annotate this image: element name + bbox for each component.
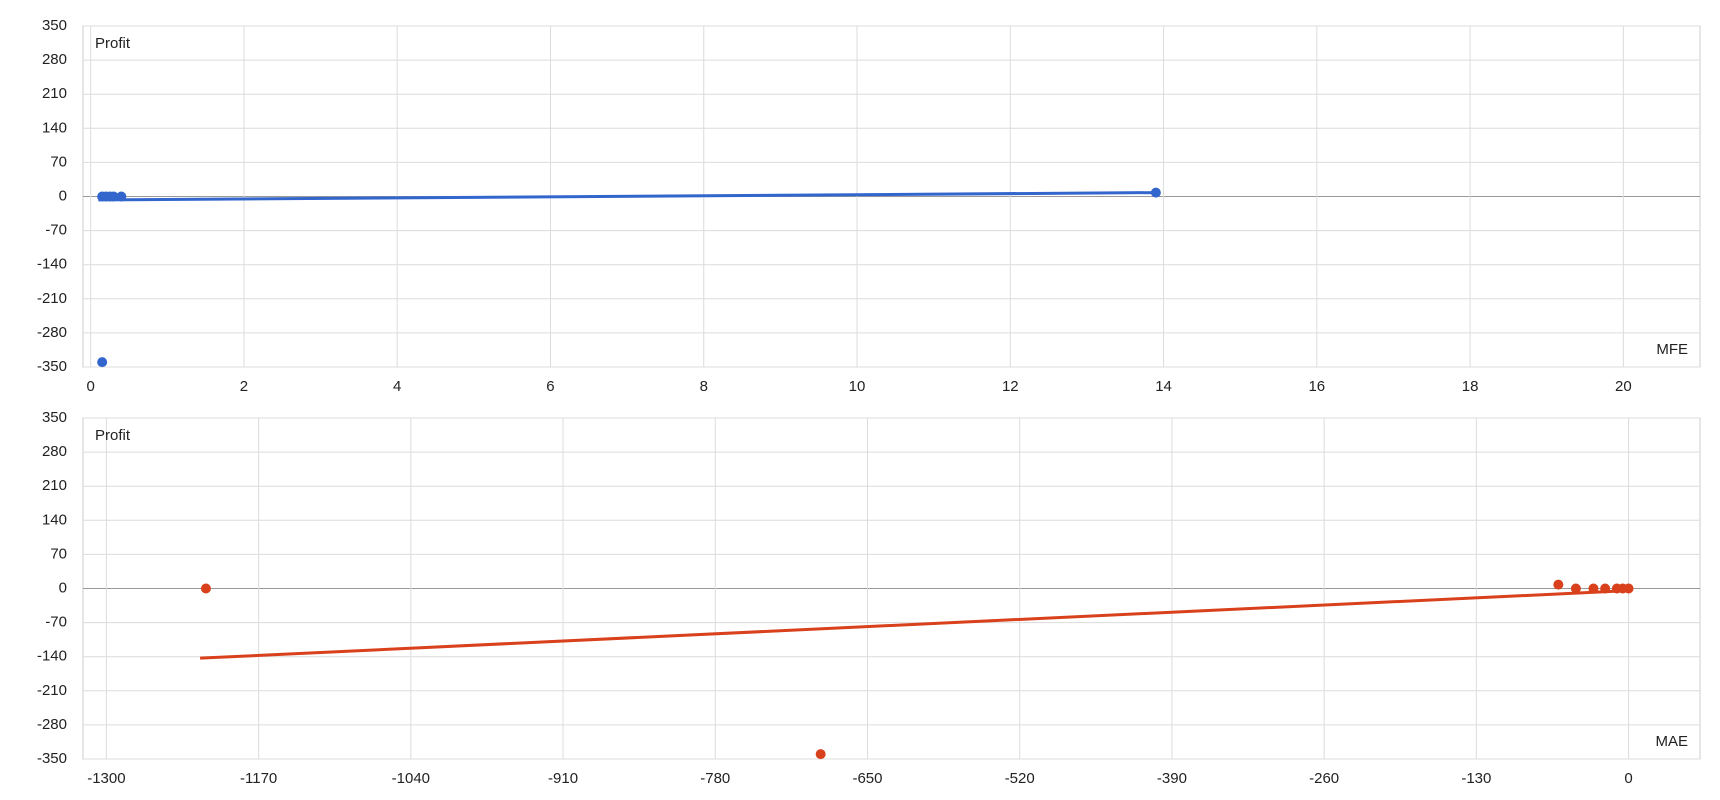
- x-tick-label: -650: [852, 770, 882, 787]
- x-tick-label: 2: [240, 378, 248, 395]
- point: [1623, 583, 1634, 594]
- point: [1553, 579, 1564, 590]
- x-tick-label: -520: [1005, 770, 1035, 787]
- point: [116, 191, 127, 202]
- y-tick-label: -350: [37, 750, 67, 767]
- point: [1600, 583, 1611, 594]
- x-tick-label: -910: [548, 770, 578, 787]
- x-tick-label: 10: [849, 378, 866, 395]
- x-tick-label: 16: [1308, 378, 1325, 395]
- point: [1588, 583, 1599, 594]
- x-tick-label: -130: [1461, 770, 1491, 787]
- y-tick-label: -140: [37, 648, 67, 665]
- x-tick-label: 0: [86, 378, 94, 395]
- point: [815, 749, 826, 760]
- y-tick-label: 140: [42, 119, 67, 136]
- point: [1150, 187, 1161, 198]
- x-tick-label: -260: [1309, 770, 1339, 787]
- x-tick-label: 20: [1615, 378, 1632, 395]
- y-tick-label: 140: [42, 511, 67, 528]
- y-tick-label: -70: [45, 614, 67, 631]
- y-tick-label: -140: [37, 256, 67, 273]
- x-tick-label: 14: [1155, 378, 1172, 395]
- y-axis-label: Profit: [95, 35, 131, 52]
- x-tick-label: 12: [1002, 378, 1019, 395]
- y-tick-label: 210: [42, 477, 67, 494]
- y-tick-label: 280: [42, 443, 67, 460]
- x-tick-label: -1040: [392, 770, 430, 787]
- x-tick-label: 6: [546, 378, 554, 395]
- y-tick-label: -210: [37, 682, 67, 699]
- point: [200, 583, 211, 594]
- y-tick-label: -70: [45, 222, 67, 239]
- x-tick-label: -390: [1157, 770, 1187, 787]
- y-tick-label: 280: [42, 51, 67, 68]
- y-tick-label: -280: [37, 324, 67, 341]
- y-tick-label: 0: [59, 579, 67, 596]
- x-tick-label: -780: [700, 770, 730, 787]
- y-tick-label: 70: [50, 545, 67, 562]
- x-tick-label: -1170: [240, 770, 277, 787]
- y-tick-label: 210: [42, 85, 67, 102]
- y-tick-label: 350: [42, 409, 67, 426]
- point: [108, 191, 119, 202]
- y-tick-label: -210: [37, 290, 67, 307]
- x-tick-label: 0: [1624, 770, 1632, 787]
- y-tick-label: 350: [42, 17, 67, 34]
- point: [1570, 583, 1581, 594]
- point: [97, 357, 108, 368]
- x-tick-label: 18: [1462, 378, 1479, 395]
- x-tick-label: -1300: [87, 770, 125, 787]
- y-tick-label: 70: [50, 153, 67, 170]
- y-tick-label: -280: [37, 716, 67, 733]
- y-tick-label: 0: [59, 187, 67, 204]
- trendline: [200, 589, 1623, 660]
- trendline: [98, 191, 1156, 202]
- x-axis-label: MFE: [1656, 341, 1688, 358]
- y-axis-label: Profit: [95, 427, 131, 444]
- x-tick-label: 8: [700, 378, 708, 395]
- x-axis-label: MAE: [1655, 733, 1688, 750]
- y-tick-label: -350: [37, 358, 67, 375]
- x-tick-label: 4: [393, 378, 401, 395]
